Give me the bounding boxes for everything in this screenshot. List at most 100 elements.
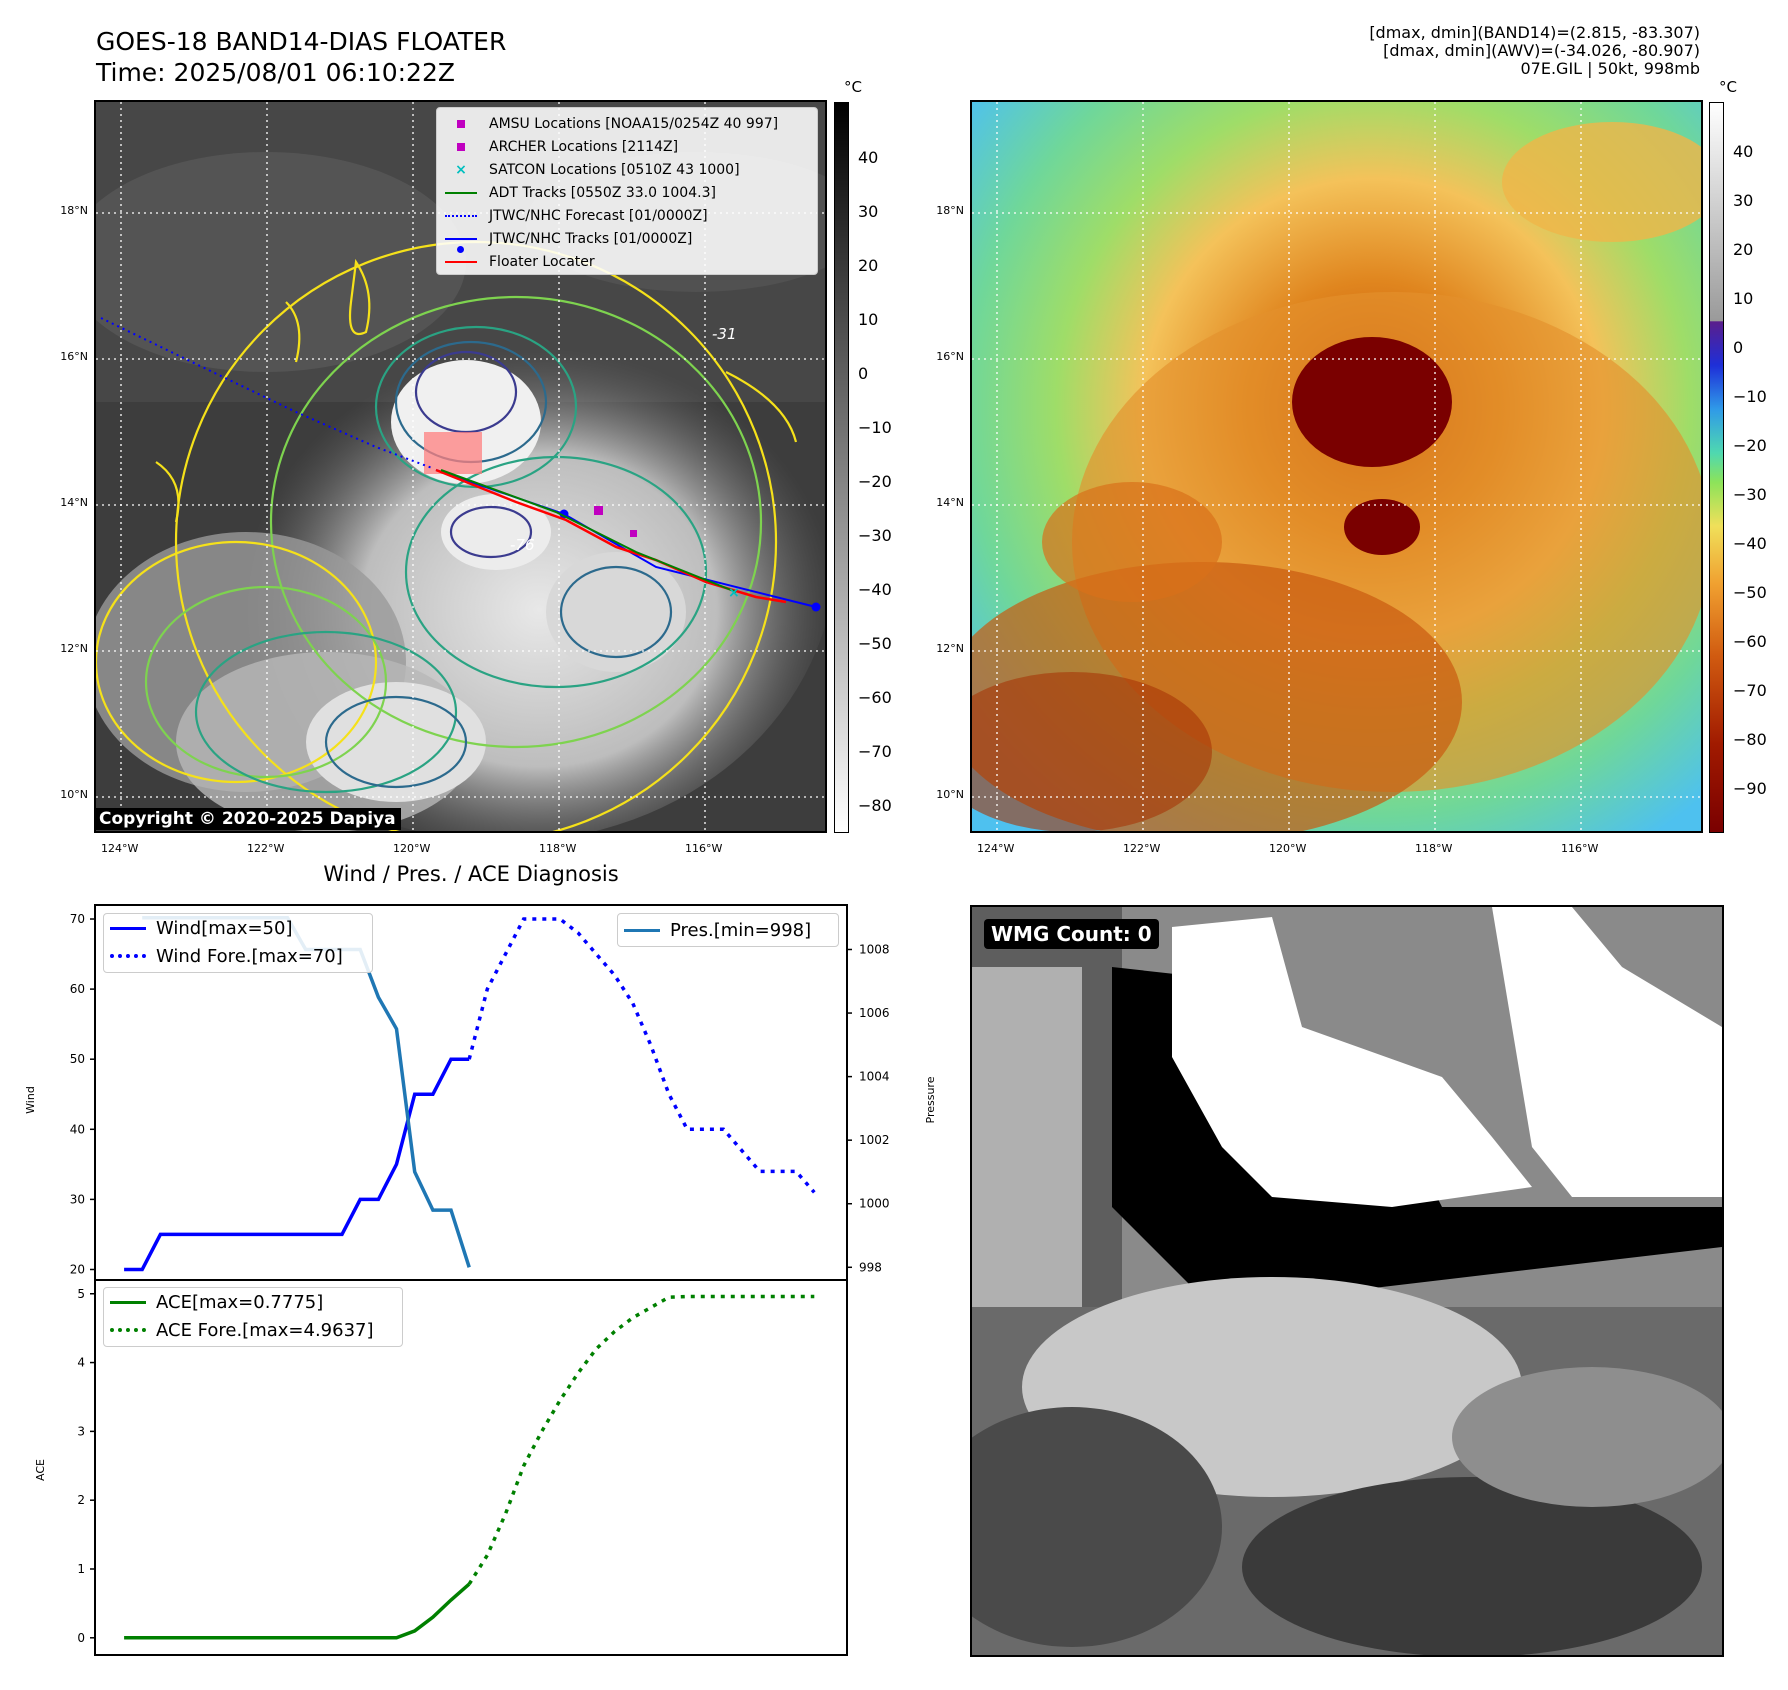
map-gridlines [972,102,1701,831]
adt-track [440,469,737,593]
lon-label: 124°W [977,842,1015,855]
legend-item-adt: ADT Tracks [0550Z 33.0 1004.3] [437,181,817,204]
copyright-label: Copyright © 2020-2025 Dapiya [94,808,401,830]
dotted-line-icon [110,1328,146,1332]
cbar-left-tick: −50 [858,634,892,653]
diagnosis-title: Wind / Pres. / ACE Diagnosis [323,862,619,886]
dotted-line-icon [110,954,146,958]
lat-label: 18°N [936,204,964,217]
cbar-right-tick: 30 [1733,191,1754,210]
wmg-image [972,907,1722,1655]
cbar-right-tick: 10 [1733,289,1754,308]
floater-box [424,432,482,474]
legend-label-wind-forecast: Wind Fore.[max=70] [156,945,343,967]
lon-label: 120°W [393,842,431,855]
cbar-left-tick: 20 [858,256,879,275]
legend-item-satcon: × SATCON Locations [0510Z 43 1000] [437,158,817,181]
cbar-left-tick: 0 [858,364,869,383]
cbar-left-tick: 30 [858,202,879,221]
legend-label-tracks: JTWC/NHC Tracks [01/0000Z] [489,230,693,247]
line-marker-icon [110,926,146,930]
legend-label-pressure: Pres.[min=998] [670,919,812,941]
contour-label-2: -76 [510,536,535,554]
ace-line [124,1582,471,1640]
contour-label-1: -31 [712,325,737,343]
lon-label: 116°W [1561,842,1599,855]
y-tick-label: 1000 [859,1197,890,1211]
ir-color-map [970,100,1703,833]
legend-item-archer: ARCHER Locations [2114Z] [437,135,817,158]
y-tick-label: 30 [70,1192,85,1206]
legend-label-archer: ARCHER Locations [2114Z] [489,138,679,155]
lon-label: 122°W [247,842,285,855]
right-map-lon-labels: 124°W 122°W 120°W 118°W 116°W [970,842,1703,858]
storm-info: [dmax, dmin](BAND14)=(2.815, -83.307) [d… [1369,24,1700,78]
left-map-lat-labels: 18°N 16°N 14°N 12°N 10°N [40,100,94,833]
cbar-left-tick: 10 [858,310,879,329]
legend-wind-forecast: Wind Fore.[max=70] [104,942,372,970]
lat-label: 14°N [60,496,88,509]
info-line-2: [dmax, dmin](AWV)=(-34.026, -80.907) [1383,41,1700,60]
legend-label-satcon: SATCON Locations [0510Z 43 1000] [489,161,740,178]
cbar-right-tick: −50 [1733,583,1767,602]
dotted-line-icon [443,214,479,217]
y-tick-label: 1006 [859,1006,890,1020]
figure-title: GOES-18 BAND14-DIAS FLOATER Time: 2025/0… [96,26,506,88]
colorbar-right [1709,102,1724,833]
cbar-right-tick: −20 [1733,436,1767,455]
ace-panel-frame [94,1279,848,1656]
legend-label-ace-forecast: ACE Fore.[max=4.9637] [156,1319,374,1341]
wind-ylabel: Wind [24,1086,37,1114]
legend-item-floater: Floater Locater [437,250,817,273]
cbar-right-tick: −80 [1733,730,1767,749]
cbar-left-tick: −40 [858,580,892,599]
colorbar-left-unit: °C [844,78,862,96]
cbar-left-tick: −20 [858,472,892,491]
y-tick-label: 5 [77,1287,85,1301]
cbar-right-tick: −70 [1733,681,1767,700]
lon-label: 116°W [685,842,723,855]
legend-ace: ACE[max=0.7775] [104,1288,402,1316]
lat-label: 16°N [60,350,88,363]
legend-ace-forecast: ACE Fore.[max=4.9637] [104,1316,402,1344]
y-tick-label: 20 [70,1262,85,1276]
cbar-right-tick: −90 [1733,779,1767,798]
line-dot-icon [443,237,479,253]
line-marker-icon [443,191,479,194]
info-line-3: 07E.GIL | 50kt, 998mb [1520,59,1701,78]
cbar-right-tick: 40 [1733,142,1754,161]
title-line-2: Time: 2025/08/01 06:10:22Z [96,58,455,87]
lat-label: 18°N [60,204,88,217]
y-tick-label: 60 [70,982,85,996]
colorbar-left-ticks: 40 30 20 10 0 −10 −20 −30 −40 −50 −60 −7… [858,102,918,833]
info-line-1: [dmax, dmin](BAND14)=(2.815, -83.307) [1369,23,1700,42]
cbar-right-tick: −10 [1733,387,1767,406]
cbar-right-tick: 20 [1733,240,1754,259]
y-tick-label: 40 [70,1122,85,1136]
ace-legend: ACE[max=0.7775] ACE Fore.[max=4.9637] [103,1287,403,1347]
square-marker-icon [443,142,479,151]
legend-item-amsu: AMSU Locations [NOAA15/0254Z 40 997] [437,112,817,135]
y-tick-label: 3 [77,1424,85,1438]
lon-label: 122°W [1123,842,1161,855]
y-tick-label: 2 [77,1493,85,1507]
wind-legend: Wind[max=50] Wind Fore.[max=70] [103,913,373,973]
lon-label: 120°W [1269,842,1307,855]
cbar-left-tick: −30 [858,526,892,545]
y-tick-label: 50 [70,1052,85,1066]
ace-fore--line [467,1294,815,1586]
wind-line [124,1057,470,1272]
satcon-marker: × [728,585,740,601]
y-tick-label: 4 [77,1356,85,1370]
cbar-left-tick: −70 [858,742,892,761]
left-map-lon-labels: 124°W 122°W 120°W 118°W 116°W [94,842,827,858]
legend-label-adt: ADT Tracks [0550Z 33.0 1004.3] [489,184,716,201]
legend-label-forecast: JTWC/NHC Forecast [01/0000Z] [489,207,708,224]
ace-ylabel: ACE [34,1459,47,1481]
title-line-1: GOES-18 BAND14-DIAS FLOATER [96,27,507,56]
wind-fore--line [467,917,816,1194]
cbar-right-tick: −30 [1733,485,1767,504]
legend-label-wind: Wind[max=50] [156,917,293,939]
legend-wind: Wind[max=50] [104,914,372,942]
lat-label: 12°N [936,642,964,655]
